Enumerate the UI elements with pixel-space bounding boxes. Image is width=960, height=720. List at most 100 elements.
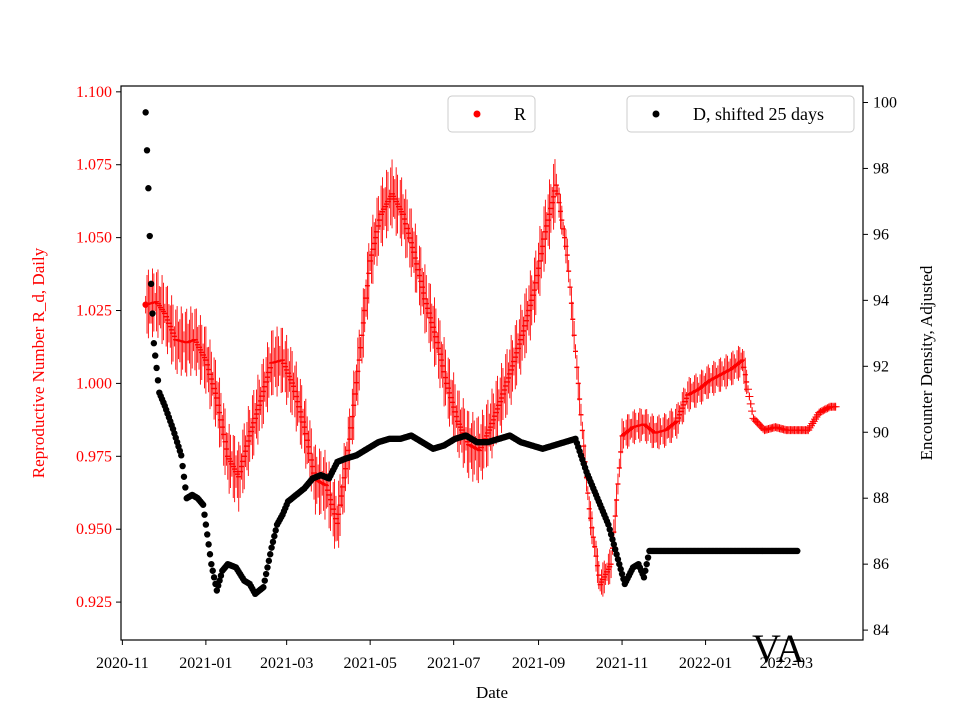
d-marker <box>269 538 277 546</box>
y-right-tick-label: 96 <box>873 226 889 243</box>
x-tick-label: 2021-11 <box>596 655 649 672</box>
x-tick-label: 2021-03 <box>260 655 313 672</box>
y-right-tick-label: 88 <box>873 490 889 507</box>
d-marker <box>607 531 615 538</box>
x-tick-label: 2022-03 <box>760 655 813 672</box>
d-marker <box>612 546 619 553</box>
y-left-tick-label: 1.075 <box>76 157 112 174</box>
state-label: VA <box>752 626 805 671</box>
d-marker <box>205 541 212 548</box>
x-tick-label: 2021-05 <box>343 655 396 672</box>
y-left-tick-label: 1.100 <box>76 84 112 101</box>
d-marker <box>142 109 149 116</box>
d-marker <box>209 567 216 574</box>
legend-r-marker <box>473 110 481 118</box>
x-tick-label: 2021-01 <box>179 655 232 672</box>
y-right-tick-label: 92 <box>873 358 889 375</box>
d-marker <box>264 564 271 571</box>
legend-d: D, shifted 25 days <box>626 95 855 133</box>
d-marker <box>617 565 624 573</box>
d-marker <box>643 560 650 568</box>
d-marker <box>147 280 155 288</box>
x-tick-label: 2022-01 <box>679 655 732 672</box>
d-marker <box>213 587 221 594</box>
d-marker <box>180 473 188 480</box>
d-marker <box>182 484 189 491</box>
d-marker <box>152 352 159 359</box>
plot-frame <box>120 85 864 641</box>
d-marker <box>146 232 153 240</box>
y-right-tick-label: 86 <box>873 556 889 573</box>
x-tick-label: 2021-09 <box>512 655 565 672</box>
y-left-axis-label: Reproductive Number R_d, Daily <box>29 247 48 478</box>
y-right-tick-label: 94 <box>873 292 889 309</box>
y-right-axis: 84 86 88 90 92 94 96 98 100 <box>863 94 897 639</box>
legend-d-box <box>626 95 855 133</box>
r-marker <box>744 385 753 394</box>
d-marker <box>605 521 612 528</box>
x-axis: 2020-11 2021-01 2021-03 2021-05 2021-07 2021-… <box>96 640 813 672</box>
d-marker <box>208 560 215 568</box>
d-marker <box>210 574 218 581</box>
d-marker <box>610 541 618 548</box>
r-series <box>142 184 840 586</box>
y-left-tick-label: 0.975 <box>76 448 112 465</box>
d-marker <box>268 544 275 551</box>
d-marker <box>613 551 620 558</box>
d-marker <box>267 551 274 558</box>
legend-r: R <box>447 95 536 133</box>
d-marker <box>179 462 186 470</box>
d-marker <box>153 364 160 372</box>
d-marker <box>271 532 278 540</box>
d-series <box>142 109 801 598</box>
d-marker <box>178 452 185 459</box>
legend-r-label: R <box>514 104 526 124</box>
y-left-tick-label: 0.950 <box>76 521 112 538</box>
d-marker <box>262 570 270 578</box>
y-right-tick-label: 90 <box>873 424 889 441</box>
d-marker <box>150 340 158 347</box>
d-marker <box>143 147 151 154</box>
d-marker <box>201 511 208 518</box>
d-marker <box>154 377 162 384</box>
d-marker <box>202 521 210 528</box>
d-marker <box>618 570 626 578</box>
d-marker <box>206 551 214 558</box>
y-left-tick-label: 1.000 <box>76 375 112 392</box>
legend-d-label: D, shifted 25 days <box>693 104 824 124</box>
d-marker <box>644 554 652 561</box>
r-marker <box>831 402 840 411</box>
d-marker <box>217 572 225 579</box>
d-marker <box>214 582 222 589</box>
d-marker <box>640 574 648 581</box>
legend-d-marker <box>652 110 660 118</box>
plot-area <box>121 86 863 640</box>
y-right-axis-label: Encounter Density, Adjusted <box>917 265 936 460</box>
y-right-tick-label: 100 <box>873 94 897 111</box>
r-marker <box>746 399 755 408</box>
d-marker <box>204 531 211 538</box>
x-tick-label: 2020-11 <box>96 655 149 672</box>
d-marker <box>606 526 613 533</box>
x-tick-label: 2021-07 <box>427 655 480 672</box>
y-left-tick-label: 0.925 <box>76 594 112 611</box>
d-marker <box>145 185 152 192</box>
d-marker <box>609 536 616 543</box>
d-marker <box>794 547 801 555</box>
r-marker <box>748 407 757 416</box>
r-marker <box>745 392 754 401</box>
y-left-tick-label: 1.050 <box>76 230 112 247</box>
d-marker <box>265 557 273 565</box>
r-marker <box>142 301 149 308</box>
d-marker <box>149 310 156 317</box>
d-marker <box>261 577 268 584</box>
d-marker <box>616 560 623 568</box>
d-marker <box>272 527 279 534</box>
d-marker <box>642 567 649 574</box>
d-marker <box>260 584 267 591</box>
d-marker <box>216 577 223 584</box>
y-right-tick-label: 84 <box>873 622 889 639</box>
y-right-tick-label: 98 <box>873 160 889 177</box>
legend-r-box <box>447 95 536 133</box>
